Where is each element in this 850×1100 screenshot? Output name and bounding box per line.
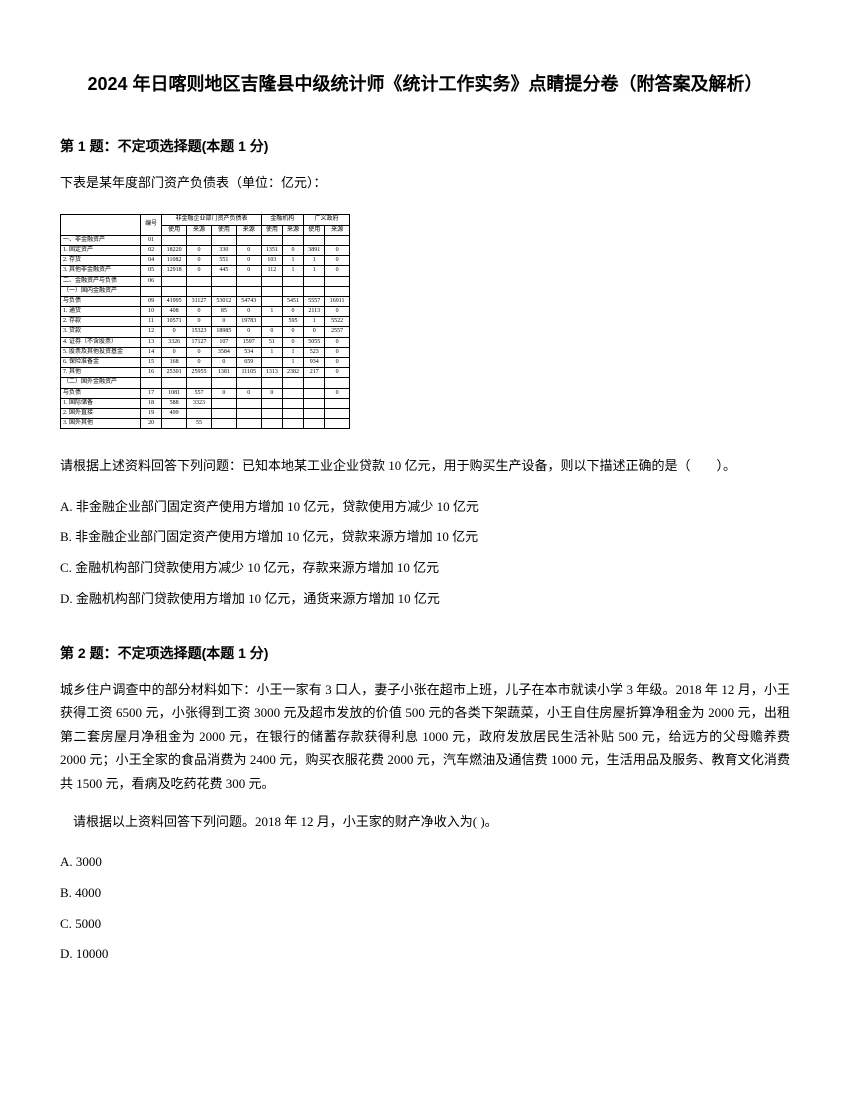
q2-prompt: 请根据以上资料回答下列问题。2018 年 12 月，小王家的财产净收入为( )。 [60, 810, 790, 833]
q1-choice-c: C. 金融机构部门贷款使用方减少 10 亿元，存款来源方增加 10 亿元 [60, 554, 790, 583]
balance-sheet-table: 编号非金融企业部门资产负债表金融机构广义政府使用来源使用来源使用来源使用来源一、… [60, 214, 790, 429]
q2-choice-d: D. 10000 [60, 940, 790, 969]
q2-choices: A. 3000 B. 4000 C. 5000 D. 10000 [60, 848, 790, 968]
document-title: 2024 年日喀则地区吉隆县中级统计师《统计工作实务》点睛提分卷（附答案及解析） [60, 70, 790, 96]
q1-choice-b: B. 非金融企业部门固定资产使用方增加 10 亿元，贷款来源方增加 10 亿元 [60, 523, 790, 552]
q1-choice-d: D. 金融机构部门贷款使用方增加 10 亿元，通货来源方增加 10 亿元 [60, 585, 790, 614]
q2-header: 第 2 题：不定项选择题(本题 1 分) [60, 643, 790, 663]
q1-choices: A. 非金融企业部门固定资产使用方增加 10 亿元，贷款使用方减少 10 亿元 … [60, 493, 790, 613]
q2-choice-b: B. 4000 [60, 879, 790, 908]
q1-intro: 下表是某年度部门资产负债表（单位：亿元）： [60, 171, 790, 194]
q2-body: 城乡住户调查中的部分材料如下：小王一家有 3 口人，妻子小张在超市上班，儿子在本… [60, 678, 790, 795]
q2-choice-a: A. 3000 [60, 848, 790, 877]
q1-prompt: 请根据上述资料回答下列问题：已知本地某工业企业贷款 10 亿元，用于购买生产设备… [60, 454, 790, 477]
q2-choice-c: C. 5000 [60, 910, 790, 939]
q1-header: 第 1 题：不定项选择题(本题 1 分) [60, 136, 790, 156]
q1-choice-a: A. 非金融企业部门固定资产使用方增加 10 亿元，贷款使用方减少 10 亿元 [60, 493, 790, 522]
